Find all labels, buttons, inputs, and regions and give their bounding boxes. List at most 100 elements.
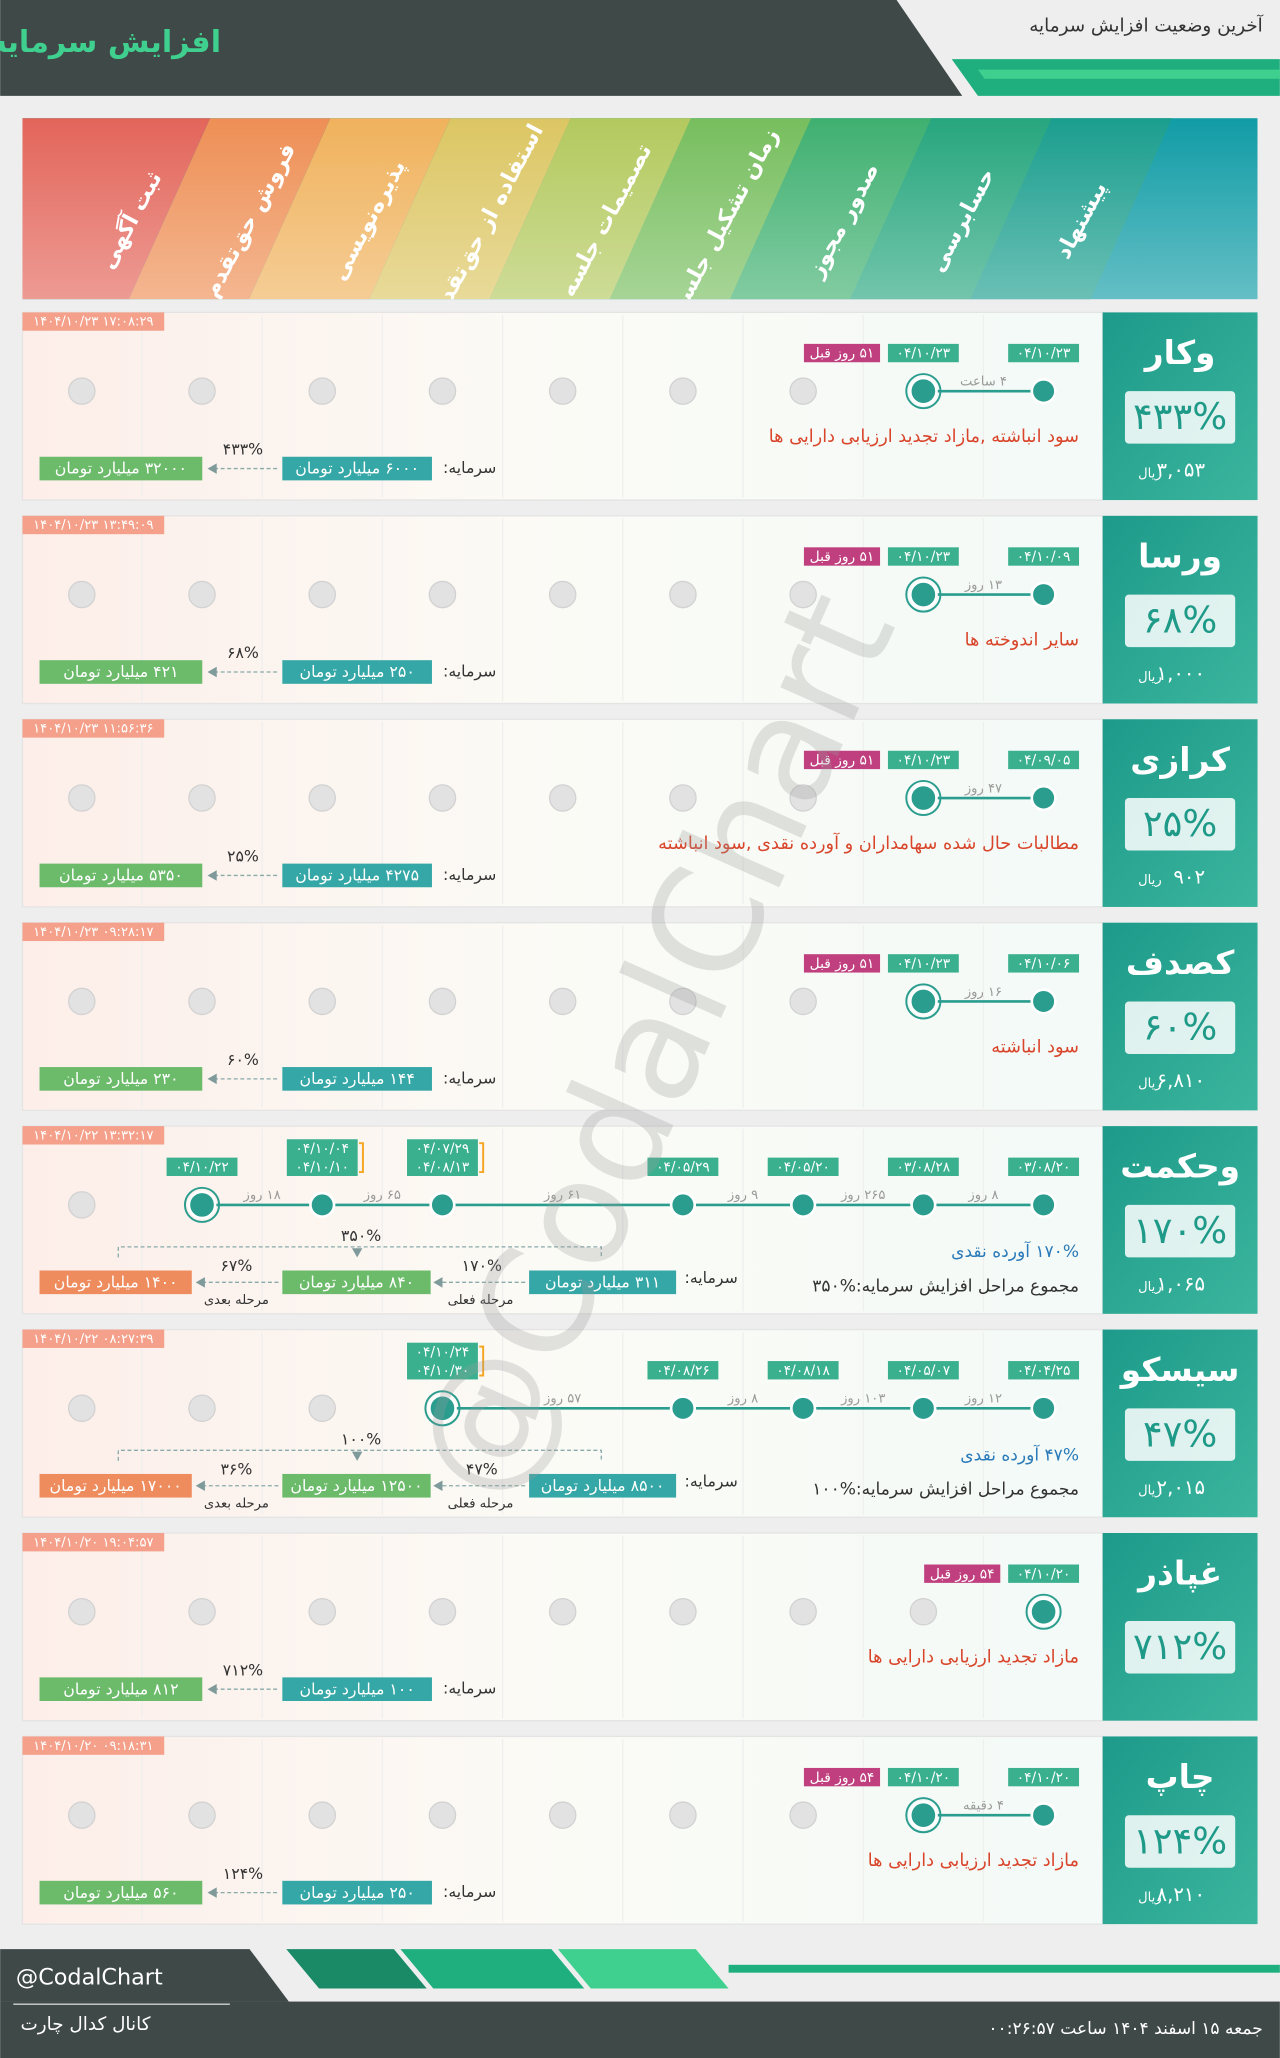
ago-box — [803, 1767, 881, 1787]
arrow-head — [207, 666, 217, 678]
ago-box — [924, 1564, 1001, 1583]
pending-node — [548, 377, 577, 405]
step-percent: ۶۷% — [220, 1256, 252, 1275]
percent: ۴۳۳% — [1133, 395, 1227, 438]
symbol: وحکمت — [1120, 1148, 1240, 1187]
percent: ۷۱۲% — [1133, 1625, 1227, 1668]
footer-handle: @CodalChart — [16, 1964, 163, 1990]
percent-box — [1124, 1204, 1236, 1258]
date: ۰۳/۰۸/۲۸ — [897, 1159, 951, 1175]
percent: ۲۵% — [1143, 802, 1217, 845]
timestamp-box — [22, 922, 165, 942]
pending-node — [789, 580, 817, 609]
active-node — [428, 1393, 457, 1423]
capital-from-box — [282, 1880, 432, 1905]
pending-node — [68, 1191, 96, 1219]
pending-node — [428, 987, 457, 1016]
date: ۰۳/۰۸/۲۰ — [1017, 1159, 1071, 1175]
pending-node — [308, 1394, 337, 1423]
card-body — [21, 311, 1104, 501]
card-body — [21, 718, 1104, 908]
date-box — [887, 954, 959, 973]
capital-from-box — [529, 1473, 677, 1498]
currency: ریال — [1138, 1484, 1162, 1499]
capital-to: ۴۲۱ میلیارد تومان — [63, 662, 178, 682]
card-body — [21, 1735, 1104, 1925]
timestamp-box — [22, 1533, 165, 1552]
pending-node — [548, 987, 577, 1016]
arrow-head — [195, 1480, 205, 1491]
date-box — [887, 1767, 959, 1787]
description: ۱۷۰% آورده نقدی — [951, 1240, 1079, 1262]
currency: ریال — [1138, 1890, 1162, 1905]
date: ۰۴/۰۵/۲۰ — [776, 1159, 830, 1175]
step-percent: ۱۷۰% — [462, 1256, 502, 1275]
ago-box — [803, 547, 881, 566]
timestamp: ۱۴۰۴/۱۰/۲۳ ۱۱:۵۶:۳۶ — [33, 722, 153, 737]
pending-node — [548, 1597, 577, 1626]
capital-from-box — [282, 660, 432, 684]
step-label: مرحله بعدی — [204, 1497, 269, 1512]
done-node — [790, 1395, 817, 1422]
done-node — [309, 1191, 336, 1218]
timestamp: ۱۴۰۴/۱۰/۲۳ ۱۷:۰۸:۲۹ — [33, 315, 153, 330]
step-percent: ۷۱۲% — [223, 1660, 263, 1679]
capital-next: ۱۷۰۰۰ میلیارد تومان — [50, 1476, 182, 1496]
date-box — [1008, 954, 1080, 973]
capital-to: ۸۱۲ میلیارد تومان — [63, 1679, 178, 1699]
arrow-head — [195, 1277, 205, 1288]
timestamp-box — [22, 515, 165, 535]
capital-label: سرمایه: — [685, 1268, 738, 1288]
active-node — [908, 580, 938, 609]
footer-bar — [0, 2001, 1280, 2058]
active-node — [1029, 1597, 1059, 1627]
capital-label: سرمایه: — [443, 662, 496, 682]
capital-label: سرمایه: — [685, 1471, 738, 1491]
capital-to-box — [282, 1473, 431, 1498]
step-percent: ۲۵% — [227, 847, 259, 866]
done-node — [910, 1191, 937, 1218]
date: ۰۴/۱۰/۲۳ — [897, 956, 951, 972]
arrow-head — [351, 1451, 363, 1461]
duration: ۱۲ روز — [964, 1392, 1002, 1407]
date: ۰۴/۱۰/۲۰ — [1017, 1770, 1071, 1786]
percent: ۱۷۰% — [1133, 1209, 1227, 1252]
capital-from: ۱۰۰ میلیارد تومان — [300, 1679, 415, 1699]
done-node — [1030, 1802, 1057, 1829]
pending-node — [428, 377, 457, 405]
percent-box — [1124, 798, 1236, 851]
pending-node — [68, 784, 96, 812]
timestamp: ۱۴۰۴/۱۰/۲۳ ۰۹:۲۸:۱۷ — [33, 925, 153, 940]
step-label: مرحله فعلی — [448, 1293, 514, 1308]
price: ۱,۰۰۰ — [1157, 662, 1206, 685]
active-node — [908, 783, 938, 813]
percent: ۶۸% — [1143, 599, 1217, 642]
capital-next: ۱۴۰۰ میلیارد تومان — [54, 1272, 178, 1292]
arrow-head — [207, 463, 217, 474]
active-node — [908, 1800, 938, 1830]
ago: ۵۴ روز قبل — [930, 1566, 995, 1582]
date: ۰۴/۰۷/۲۹ — [416, 1141, 470, 1157]
date: ۰۴/۱۰/۲۳ — [1017, 346, 1071, 362]
capital-from: ۶۰۰۰ میلیارد تومان — [295, 459, 419, 479]
ago-box — [803, 954, 881, 973]
duration: ۶۱ روز — [543, 1188, 581, 1203]
duration: ۹ روز — [727, 1188, 758, 1203]
active-node-ring — [424, 1390, 461, 1427]
percent-box — [1124, 594, 1236, 648]
pending-node — [428, 1801, 457, 1829]
date-box — [1008, 547, 1080, 566]
description: سود انباشته ,مازاد تجدید ارزیابی دارایی … — [769, 427, 1079, 447]
pending-node — [68, 1801, 96, 1829]
pending-node — [68, 987, 96, 1016]
symbol: کصدف — [1126, 944, 1235, 982]
ago: ۵۴ روز قبل — [810, 1770, 875, 1786]
capital-from-box — [529, 1270, 677, 1295]
pending-node — [548, 1801, 577, 1829]
date: ۰۴/۱۰/۲۴ — [416, 1345, 470, 1361]
capital-to: ۲۳۰ میلیارد تومان — [63, 1069, 178, 1089]
capital-from: ۲۵۰ میلیارد تومان — [300, 1883, 415, 1903]
